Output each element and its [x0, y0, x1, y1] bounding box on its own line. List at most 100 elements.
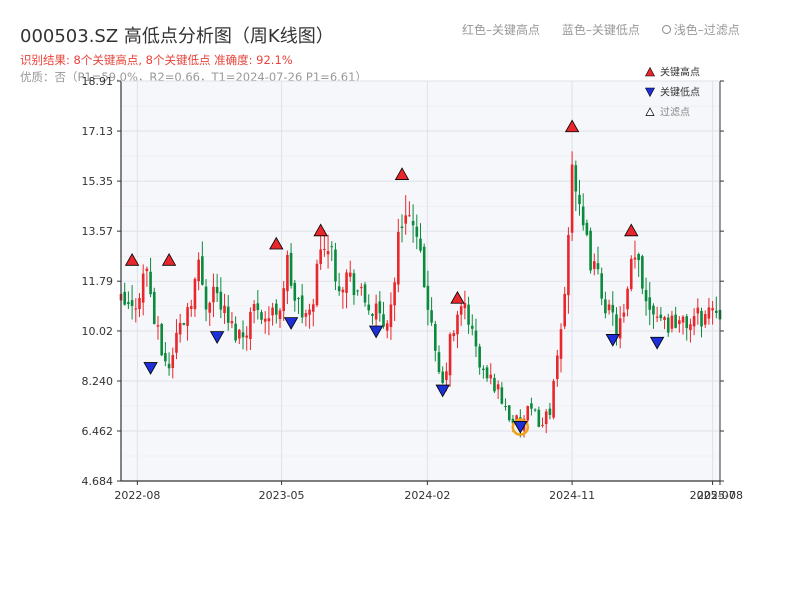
candle-body: [652, 305, 655, 315]
candle-body: [256, 303, 260, 311]
candle-body: [263, 318, 267, 322]
circle-icon: [661, 25, 671, 34]
candle-body: [160, 323, 163, 356]
x-tick-label: 2025-08: [697, 489, 743, 502]
candle-body: [182, 323, 186, 325]
candle-body: [208, 302, 212, 313]
candle-body: [371, 314, 374, 316]
candle-body: [352, 273, 356, 296]
candle-body: [644, 289, 648, 302]
y-tick-label: 8.240: [82, 375, 114, 388]
candle-body: [134, 308, 138, 310]
candle-body: [622, 312, 626, 317]
candle-body: [400, 226, 404, 229]
candle-body: [626, 288, 629, 310]
candle-body: [422, 246, 426, 288]
candle-body: [500, 387, 504, 404]
candle-body: [393, 282, 396, 306]
candle-body: [252, 304, 256, 311]
candle-body: [629, 258, 633, 290]
result-summary: 识别结果: 8个关键高点, 8个关键低点 准确度: 92.1%: [20, 53, 293, 67]
candle-body: [655, 316, 659, 318]
candle-body: [456, 314, 459, 335]
candle-body: [271, 307, 274, 316]
candle-body: [345, 272, 348, 293]
x-tick-label: 2023-05: [259, 489, 305, 502]
candle-body: [326, 251, 330, 255]
candle-body: [337, 286, 341, 292]
candle-body: [700, 310, 703, 327]
candle-body: [300, 295, 304, 318]
candle-body: [556, 355, 559, 380]
candle-body: [286, 254, 289, 292]
candle-body: [278, 310, 282, 319]
y-tick-label: 11.79: [82, 275, 114, 288]
key-low-marker: [513, 420, 528, 434]
top-legend: 红色–关键高点 蓝色–关键低点 浅色–过滤点: [462, 21, 740, 38]
candle-body: [685, 316, 689, 329]
candle-body: [563, 293, 567, 327]
candle-body: [156, 325, 160, 327]
candle-body: [219, 291, 223, 310]
candle-body: [404, 215, 408, 224]
candle-body: [430, 310, 433, 323]
candle-body: [141, 273, 145, 303]
page-title: 000503.SZ 高低点分析图（周K线图）: [20, 26, 334, 47]
candle-body: [526, 406, 530, 421]
candle-body: [585, 222, 589, 235]
key-low-marker: [283, 317, 299, 330]
candle-body: [485, 367, 489, 379]
candle-body: [670, 315, 674, 329]
candle-body: [382, 314, 385, 327]
candle-body: [530, 403, 533, 409]
candle-body: [648, 297, 652, 310]
y-tick-label: 17.13: [82, 125, 114, 138]
key-high-marker: [564, 119, 580, 133]
legend-filtered-symbol: [645, 107, 655, 116]
candle-body: [681, 316, 685, 323]
key-low-marker: [209, 331, 225, 344]
candle-body: [463, 303, 467, 309]
x-tick-label: 2022-08: [114, 489, 160, 502]
candle-body: [589, 230, 592, 271]
candle-body: [600, 273, 603, 299]
key-high-marker: [313, 223, 328, 237]
candle-body: [659, 314, 663, 319]
candle-body: [707, 307, 711, 319]
candle-body: [633, 257, 637, 260]
candle-body: [467, 304, 470, 325]
candle-body: [274, 303, 278, 315]
candle-body: [478, 346, 481, 368]
candle-body: [578, 194, 581, 205]
candles-layer: [119, 151, 722, 438]
candle-body: [367, 304, 371, 311]
candle-body: [374, 303, 378, 320]
candle-body: [226, 306, 230, 323]
candle-body: [574, 165, 578, 192]
candle-body: [596, 263, 600, 270]
markers-layer: [124, 119, 665, 436]
candle-body: [197, 259, 200, 282]
candle-body: [504, 405, 507, 407]
candle-body: [193, 278, 197, 310]
candle-body: [223, 305, 226, 314]
candle-body: [267, 318, 271, 322]
candle-body: [311, 304, 315, 312]
candle-body: [663, 317, 666, 321]
candle-body: [212, 286, 215, 303]
candle-body: [426, 285, 430, 310]
candle-body: [319, 249, 322, 264]
axes-layer: 4.684 6.462 8.240 10.02 11.79 13.57 15.35 17.13…: [82, 75, 743, 502]
candle-body: [696, 307, 700, 314]
candle-body: [618, 318, 622, 339]
y-tick-label: 13.57: [82, 225, 114, 238]
candle-body: [448, 334, 452, 376]
candle-body: [201, 256, 204, 285]
key-low-marker: [435, 384, 450, 398]
candle-body: [419, 238, 422, 251]
candle-body: [308, 309, 311, 315]
candle-body: [175, 332, 178, 353]
candle-body: [470, 325, 474, 329]
candle-body: [533, 409, 537, 411]
candle-body: [171, 354, 175, 369]
